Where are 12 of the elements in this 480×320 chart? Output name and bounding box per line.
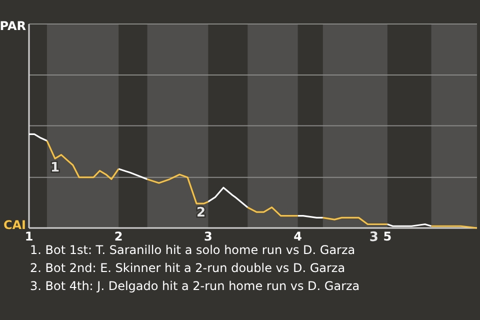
x-tick-label: 3 (204, 230, 212, 244)
x-tick-label: 2 (114, 230, 123, 244)
text: PAR (0, 19, 26, 33)
x-tick-label: 1 (24, 230, 34, 244)
text: CAI (3, 218, 26, 232)
text: 1. Bot 1st: T. Saranillo hit a solo home run vs D. Garza (30, 243, 356, 257)
x-tick-label: 5 (383, 230, 392, 244)
annotation: 2 (196, 206, 206, 221)
x-tick-label: 4 (294, 230, 302, 244)
annotation: 1 (50, 160, 60, 176)
text: 2. Bot 2nd: E. Skinner hit a 2-run double vs D. Garza (30, 261, 346, 275)
text: 3. Bot 4th: J. Delgado hit a 2-run home run vs D. Garza (30, 279, 360, 293)
